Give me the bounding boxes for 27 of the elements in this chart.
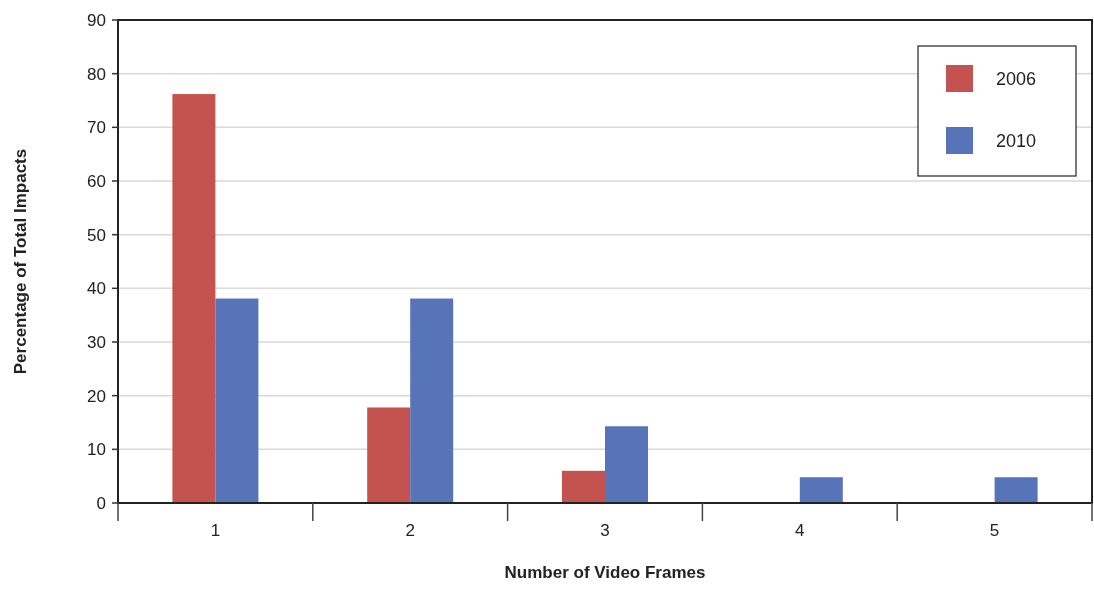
x-tick-label: 3 <box>600 520 610 540</box>
y-tick-label: 40 <box>87 279 106 299</box>
legend-label: 2010 <box>996 131 1037 152</box>
y-tick-label: 0 <box>96 493 106 513</box>
y-tick-label: 50 <box>87 225 106 245</box>
y-tick-label: 80 <box>87 64 106 84</box>
y-tick-label: 60 <box>87 171 106 191</box>
bar <box>367 407 411 503</box>
bar <box>215 298 259 503</box>
y-axis-title: Percentage of Total Impacts <box>11 148 30 375</box>
bar <box>799 477 843 503</box>
bar <box>562 470 605 503</box>
bar <box>605 426 648 503</box>
x-axis-title: Number of Video Frames <box>504 563 706 582</box>
bar <box>172 94 216 503</box>
x-tick-label: 2 <box>405 520 415 540</box>
bar <box>410 298 454 503</box>
x-tick-label: 4 <box>795 520 805 540</box>
y-tick-label: 90 <box>87 10 106 30</box>
y-tick-label: 70 <box>87 118 106 138</box>
y-tick-label: 30 <box>87 332 106 352</box>
y-tick-label: 20 <box>87 386 106 406</box>
legend-label: 2006 <box>996 69 1037 90</box>
y-tick-label: 10 <box>87 440 106 460</box>
x-tick-label: 5 <box>989 520 1000 540</box>
bar <box>994 477 1038 503</box>
x-tick-label: 1 <box>210 520 221 540</box>
